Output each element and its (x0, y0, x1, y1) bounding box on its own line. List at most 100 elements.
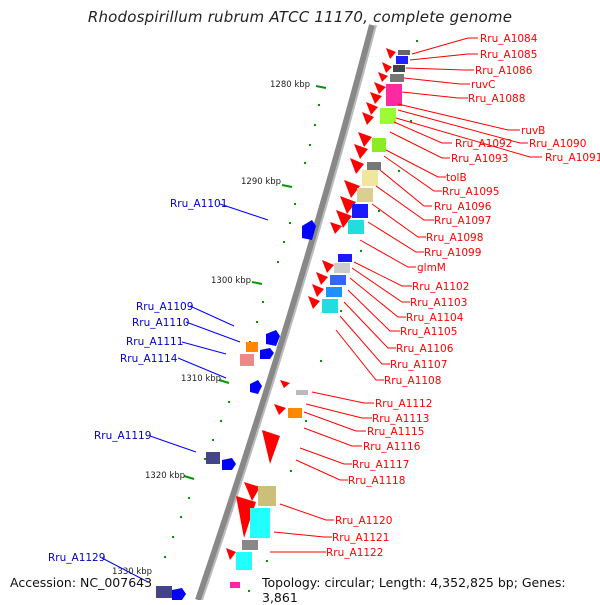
gene-label[interactable]: ruvB (521, 125, 545, 137)
gene-label[interactable]: glmM (417, 262, 446, 274)
gene-label[interactable]: Rru_A1114 (120, 353, 178, 365)
gene-box[interactable] (357, 188, 373, 202)
gene-arrow[interactable] (374, 82, 386, 94)
gene-label[interactable]: Rru_A1112 (375, 398, 432, 410)
gene-arrow[interactable] (244, 482, 260, 501)
gene-box[interactable] (367, 162, 381, 170)
gene-label[interactable]: Rru_A1101 (170, 198, 227, 210)
gene-label[interactable]: Rru_A1110 (132, 317, 189, 329)
gene-box[interactable] (390, 74, 404, 82)
gene-arrow[interactable] (236, 496, 256, 538)
gene-arrow[interactable] (350, 158, 364, 174)
gene-box[interactable] (348, 220, 364, 234)
gene-arrow[interactable] (280, 380, 290, 388)
gene-label[interactable]: Rru_A1088 (468, 93, 525, 105)
tick-label: 1320 kbp (145, 471, 185, 481)
gene-label[interactable]: Rru_A1105 (400, 326, 457, 338)
gene-box[interactable] (330, 275, 346, 285)
gene-arrow[interactable] (330, 222, 342, 234)
gene-arrow[interactable] (386, 48, 396, 59)
gene-box[interactable] (236, 552, 252, 570)
gene-label[interactable]: Rru_A1129 (48, 552, 105, 564)
gene-label[interactable]: Rru_A1119 (94, 430, 151, 442)
gene-arrow[interactable] (354, 144, 368, 159)
gene-arrow[interactable] (302, 220, 316, 240)
gene-box[interactable] (288, 408, 302, 418)
gene-arrow[interactable] (262, 430, 280, 464)
gene-label[interactable]: Rru_A1091 (545, 152, 600, 164)
gene-arrow[interactable] (226, 548, 236, 560)
gene-box[interactable] (396, 56, 408, 64)
gene-box[interactable] (156, 586, 172, 598)
gene-arrow[interactable] (362, 112, 374, 125)
gene-label[interactable]: Rru_A1098 (426, 232, 483, 244)
gene-arrow[interactable] (358, 132, 372, 147)
gene-box[interactable] (393, 65, 405, 72)
gene-label[interactable]: Rru_A1121 (332, 532, 389, 544)
gene-arrow[interactable] (274, 404, 286, 415)
gene-box[interactable] (206, 452, 220, 464)
gene-arrow[interactable] (340, 196, 356, 214)
gene-box[interactable] (352, 204, 368, 218)
gene-box[interactable] (296, 390, 308, 395)
gene-label[interactable]: Rru_A1116 (363, 441, 421, 453)
gene-arrow[interactable] (172, 588, 186, 600)
gene-box[interactable] (242, 540, 258, 550)
gene-arrow[interactable] (250, 380, 262, 394)
gene-arrow[interactable] (222, 458, 236, 470)
gene-label[interactable]: Rru_A1085 (480, 49, 537, 61)
gene-label[interactable]: Rru_A1118 (348, 475, 405, 487)
gene-label[interactable]: Rru_A1107 (390, 359, 447, 371)
gene-box[interactable] (362, 170, 378, 186)
gene-arrow[interactable] (382, 62, 392, 73)
gene-arrow[interactable] (322, 260, 334, 273)
accession-text: Accession: NC_007643 (10, 575, 153, 590)
gene-label[interactable]: Rru_A1113 (372, 413, 429, 425)
gene-box[interactable] (386, 84, 402, 106)
gene-arrow[interactable] (344, 180, 360, 198)
gene-box[interactable] (322, 299, 338, 313)
gene-label[interactable]: Rru_A1122 (326, 547, 383, 559)
gene-box[interactable] (380, 108, 396, 124)
gene-arrow[interactable] (370, 92, 382, 104)
gene-label[interactable]: Rru_A1115 (367, 426, 424, 438)
gene-label[interactable]: Rru_A1099 (424, 247, 481, 259)
gene-label[interactable]: Rru_A1104 (406, 312, 464, 324)
gene-arrow[interactable] (336, 210, 352, 228)
gene-label[interactable]: Rru_A1092 (455, 138, 512, 150)
gene-arrow[interactable] (378, 72, 388, 82)
gene-label[interactable]: Rru_A1093 (451, 153, 508, 165)
gene-label[interactable]: Rru_A1108 (384, 375, 441, 387)
gene-box[interactable] (250, 508, 270, 538)
gene-label[interactable]: Rru_A1120 (335, 515, 392, 527)
gene-label[interactable]: Rru_A1097 (434, 215, 491, 227)
gene-label[interactable]: Rru_A1102 (412, 281, 469, 293)
gene-box[interactable] (240, 354, 254, 366)
gene-label[interactable]: Rru_A1096 (434, 201, 492, 213)
gene-label[interactable]: tolB (446, 172, 467, 184)
gene-label[interactable]: Rru_A1103 (410, 297, 467, 309)
gene-arrow[interactable] (308, 296, 320, 309)
gene-box[interactable] (398, 50, 410, 55)
gene-label[interactable]: Rru_A1109 (136, 301, 193, 313)
gene-box[interactable] (326, 287, 342, 297)
gene-box[interactable] (338, 254, 352, 262)
gene-arrow[interactable] (316, 272, 328, 285)
gene-label[interactable]: Rru_A1090 (529, 138, 586, 150)
gene-label[interactable]: Rru_A1106 (396, 343, 454, 355)
gene-arrow[interactable] (366, 102, 378, 115)
gene-label[interactable]: Rru_A1084 (480, 33, 538, 45)
gene-arrow[interactable] (266, 330, 280, 346)
gene-box[interactable] (372, 138, 386, 152)
gene-label[interactable]: Rru_A1095 (442, 186, 499, 198)
gene-box[interactable] (258, 486, 276, 506)
gene-arrow[interactable] (312, 284, 324, 297)
gene-arrow[interactable] (260, 348, 274, 359)
gene-label[interactable]: Rru_A1111 (126, 336, 183, 348)
gene-box[interactable] (334, 263, 350, 273)
gene-box[interactable] (230, 582, 240, 588)
gene-label[interactable]: Rru_A1086 (475, 65, 533, 77)
gene-box[interactable] (246, 342, 258, 352)
gene-label[interactable]: Rru_A1117 (352, 459, 409, 471)
gene-label[interactable]: ruvC (471, 79, 496, 91)
